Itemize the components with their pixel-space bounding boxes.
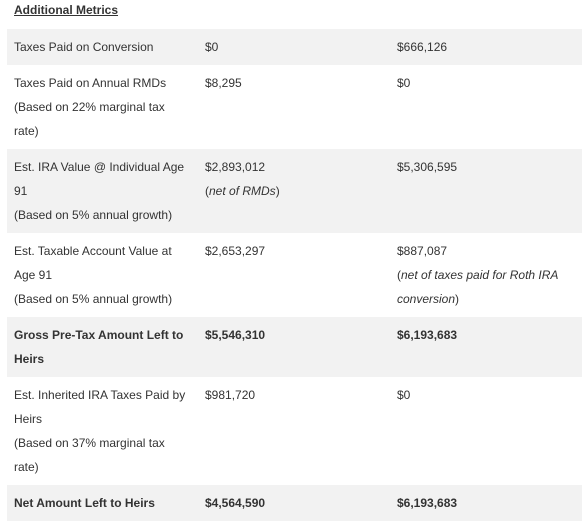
value: $0 [205,40,219,54]
value-cell: $6,193,683 [390,485,582,521]
value-cell: $5,546,310 [198,317,390,377]
label-line: (Based on 37% marginal tax rate) [14,436,165,474]
value: $2,653,297 [205,244,266,258]
value-cell: $2,893,012 (net of RMDs) [198,149,390,233]
metric-label-cell: Taxes Paid on Annual RMDs (Based on 22% m… [7,65,198,149]
value-cell: $0 [390,65,582,149]
value-cell: $2,653,297 [198,233,390,317]
value-cell: $981,720 [198,377,390,485]
note-part: ) [455,292,460,306]
value-cell: $666,126 [390,29,582,65]
label-line: (Based on 5% annual growth) [14,208,173,222]
metric-label-cell: Gross Pre-Tax Amount Left to Heirs [7,317,198,377]
value: $2,893,012 [205,160,266,174]
note-part: net of RMDs [209,184,276,198]
value: $981,720 [205,388,256,402]
label-line: Gross Pre-Tax Amount Left to Heirs [14,328,184,366]
table-row: Est. IRA Value @ Individual Age 91 (Based… [7,149,582,233]
value: $666,126 [397,40,448,54]
value-cell: $0 [390,377,582,485]
metric-label-cell: Est. IRA Value @ Individual Age 91 (Based… [7,149,198,233]
metric-label-cell: Est. Inherited IRA Taxes Paid by Heirs (B… [7,377,198,485]
label-line: Net Amount Left to Heirs [14,496,155,510]
note-part: net of taxes paid for Roth IRA conversio… [397,268,558,306]
value-cell: $887,087 (net of taxes paid for Roth IRA … [390,233,582,317]
value: $5,306,595 [397,160,458,174]
value-cell: $5,306,595 [390,149,582,233]
value: $887,087 [397,244,448,258]
note-part: ) [275,184,280,198]
label-line: (Based on 5% annual growth) [14,292,173,306]
note-part: ( [205,184,209,198]
label-line: Est. Inherited IRA Taxes Paid by Heirs [14,388,186,426]
table-row: Taxes Paid on Annual RMDs (Based on 22% m… [7,65,582,149]
label-line: Est. Taxable Account Value at Age 91 [14,244,172,282]
value-cell: $6,193,683 [390,317,582,377]
value: $0 [397,388,411,402]
label-line: (Based on 22% marginal tax rate) [14,100,165,138]
note: (net of RMDs) [205,179,383,203]
table-row: Est. Inherited IRA Taxes Paid by Heirs (B… [7,377,582,485]
metrics-table: Taxes Paid on Conversion $0 $666,126 Taxes … [7,29,582,521]
table-row: Est. Taxable Account Value at Age 91 (Bas… [7,233,582,317]
note: (net of taxes paid for Roth IRA conversi… [397,263,575,311]
label-line: Taxes Paid on Conversion [14,40,154,54]
value: $4,564,590 [205,496,266,510]
value: $6,193,683 [397,328,458,342]
label-line: Taxes Paid on Annual RMDs [14,76,167,90]
value-cell: $8,295 [198,65,390,149]
value: $6,193,683 [397,496,458,510]
value: $5,546,310 [205,328,266,342]
value-cell: $0 [198,29,390,65]
value: $8,295 [205,76,242,90]
table-row: Net Amount Left to Heirs $4,564,590 $6,193… [7,485,582,521]
metric-label-cell: Net Amount Left to Heirs [7,485,198,521]
value-cell: $4,564,590 [198,485,390,521]
note-part: ( [397,268,401,282]
table-row: Gross Pre-Tax Amount Left to Heirs $5,546… [7,317,582,377]
value: $0 [397,76,411,90]
table-row: Taxes Paid on Conversion $0 $666,126 [7,29,582,65]
section-title: Additional Metrics [14,3,119,17]
metric-label-cell: Est. Taxable Account Value at Age 91 (Bas… [7,233,198,317]
label-line: Est. IRA Value @ Individual Age 91 [14,160,185,198]
metric-label-cell: Taxes Paid on Conversion [7,29,198,65]
